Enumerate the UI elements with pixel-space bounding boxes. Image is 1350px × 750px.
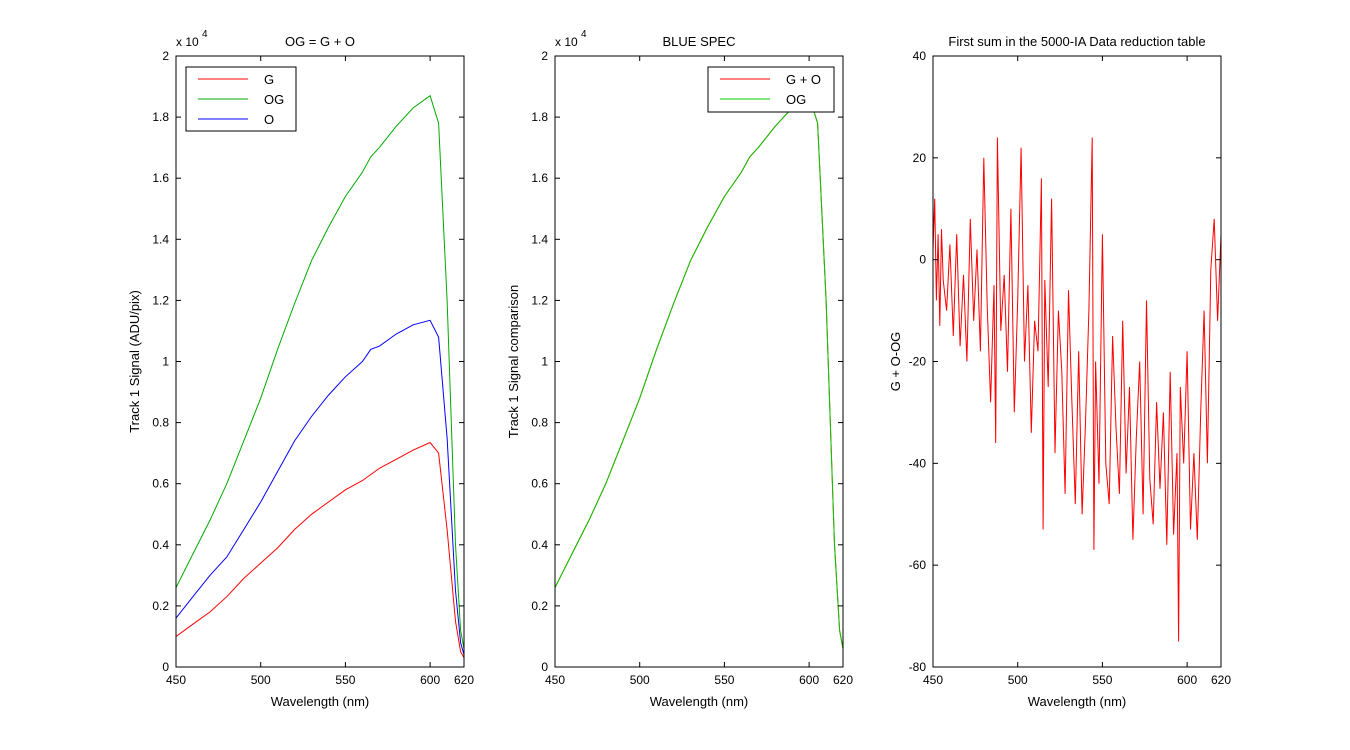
chart-panel-1: 450 500 550 600 620 0 0.2 0.4 0.6 0.8 1 1.2 1.4 1.6 1.… [127,29,474,709]
x-tick-label: 500 [251,673,271,687]
chart-panel-3: 450 500 550 600 620 -80 -60 -40 -20 0 20 40 First su… [888,34,1231,709]
y-tick-label: 1.4 [152,232,169,246]
y-tick-label: 1.2 [531,293,548,307]
y-tick-label: 1.6 [531,171,548,185]
y-tick-label: 0.6 [531,477,548,491]
y-tick-label: 1.8 [531,110,548,124]
legend-box [707,66,835,113]
x-axis-label: Wavelength (nm) [271,694,370,709]
x-tick-label: 450 [545,673,565,687]
legend-label: G + O [786,72,821,87]
y-tick-label: 20 [913,151,927,165]
x-tick-label: 620 [1211,673,1231,687]
x-tick-label: 600 [420,673,440,687]
y-tick-label: 1.6 [152,171,169,185]
y-axis-label: G + O-OG [888,332,903,392]
y-tick-label: 0.6 [152,477,169,491]
plot-area [555,56,843,667]
series-line-o [176,319,464,655]
y-tick-label: -80 [909,660,927,674]
y-tick-label: 0.4 [531,538,548,552]
y-tick-label: 0.2 [531,599,548,613]
y-tick-label: 0.8 [531,416,548,430]
x-axis-label: Wavelength (nm) [650,694,749,709]
x-tick-label: 600 [1177,673,1197,687]
y-tick-label: 1 [541,355,548,369]
x-tick-label: 500 [630,673,650,687]
plot-area [933,56,1221,667]
y-axis-label: Track 1 Signal comparison [506,285,521,438]
x-tick-label: 550 [714,673,734,687]
legend-label: OG [786,92,806,107]
y-multiplier-label: x 10 [555,35,578,49]
y-exponent-label: 4 [202,29,208,40]
y-tick-label: 0.4 [152,538,169,552]
y-tick-label: 0 [919,253,926,267]
series-line-og [555,94,843,649]
y-tick-label: 0.8 [152,416,169,430]
y-tick-label: 40 [913,49,927,63]
chart-title: First sum in the 5000-IA Data reduction … [948,34,1205,49]
y-tick-label: 1 [162,355,169,369]
legend-label: O [264,112,274,127]
y-tick-label: 0 [162,660,169,674]
series-line-g [176,441,464,659]
y-tick-label: 0 [541,660,548,674]
chart-panel-2: 450 500 550 600 620 0 0.2 0.4 0.6 0.8 1 1.2 1.4 1.6 1.… [506,29,853,709]
x-tick-label: 450 [923,673,943,687]
chart-title: BLUE SPEC [663,34,736,49]
x-tick-label: 550 [1092,673,1112,687]
legend: G + O OG [707,66,835,113]
x-tick-label: 620 [833,673,853,687]
x-tick-label: 500 [1008,673,1028,687]
series-line-1 [933,137,1221,642]
y-tick-label: -20 [909,355,927,369]
legend: G OG O [185,66,297,132]
y-tick-label: 0.2 [152,599,169,613]
series-line-og [176,94,464,649]
x-axis-label: Wavelength (nm) [1028,694,1127,709]
x-tick-label: 600 [799,673,819,687]
y-multiplier-label: x 10 [176,35,199,49]
y-axis-label: Track 1 Signal (ADU/pix) [127,290,142,433]
y-tick-label: 1.2 [152,293,169,307]
x-tick-label: 550 [335,673,355,687]
y-exponent-label: 4 [581,29,587,40]
y-tick-label: -40 [909,456,927,470]
y-tick-label: 2 [541,49,548,63]
x-tick-label: 620 [454,673,474,687]
y-tick-label: 1.8 [152,110,169,124]
legend-label: G [264,72,274,87]
y-tick-label: 2 [162,49,169,63]
legend-label: OG [264,92,284,107]
y-tick-label: -60 [909,558,927,572]
x-tick-label: 450 [166,673,186,687]
chart-title: OG = G + O [285,34,355,49]
y-tick-label: 1.4 [531,232,548,246]
plot-area [176,56,464,667]
